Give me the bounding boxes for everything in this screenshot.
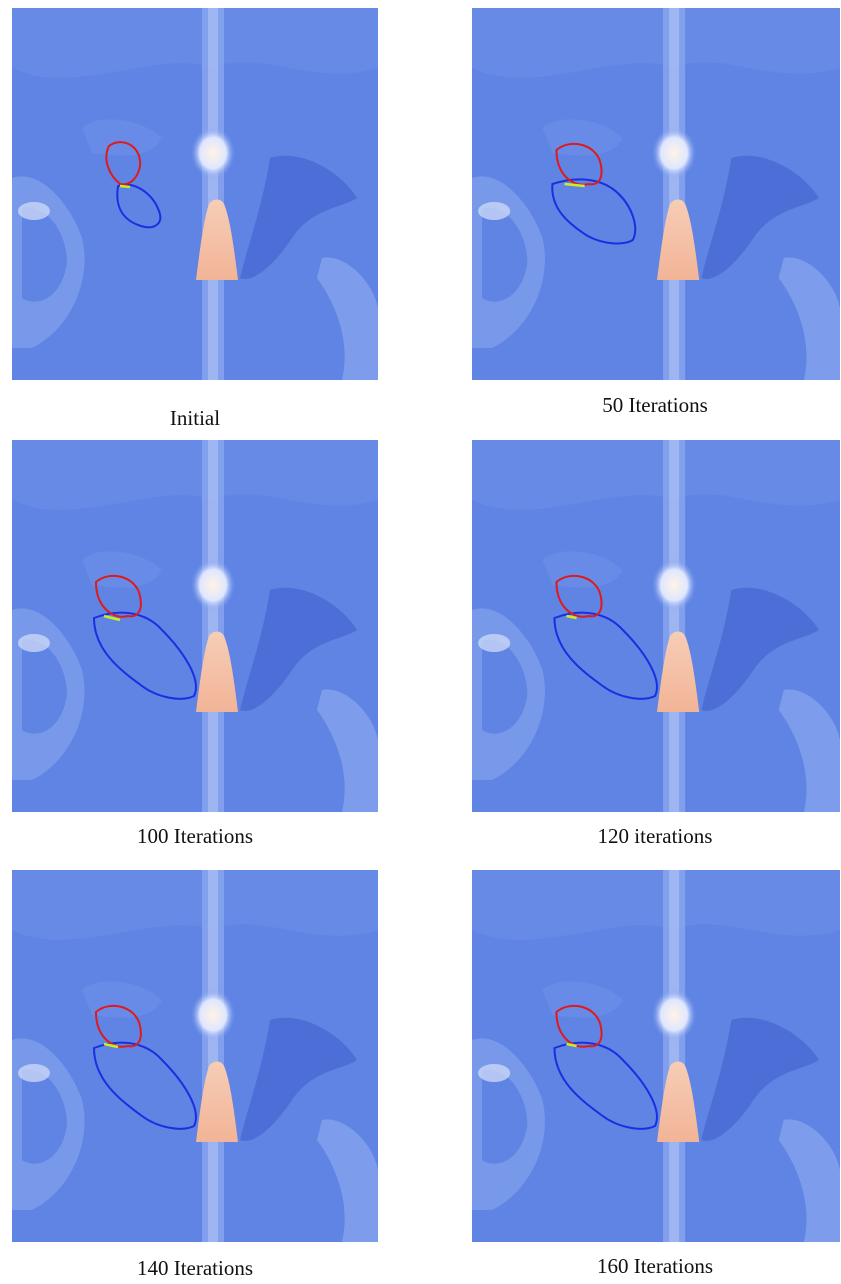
mri-image xyxy=(472,440,840,812)
caption: 160 Iterations xyxy=(472,1254,838,1279)
mri-panel xyxy=(472,870,840,1242)
mri-panel xyxy=(12,440,378,812)
boundary-contour xyxy=(120,186,130,187)
mri-panel xyxy=(472,440,840,812)
mri-image xyxy=(472,8,840,380)
mri-image xyxy=(472,870,840,1242)
caption: 100 Iterations xyxy=(12,824,378,849)
mri-panel xyxy=(472,8,840,380)
caption: 140 Iterations xyxy=(12,1256,378,1281)
mri-panel xyxy=(12,870,378,1242)
caption: 120 iterations xyxy=(472,824,838,849)
mri-image xyxy=(12,8,378,380)
mri-image xyxy=(12,440,378,812)
caption: 50 Iterations xyxy=(472,393,838,418)
caption: Initial xyxy=(12,406,378,431)
mri-panel xyxy=(12,8,378,380)
mri-image xyxy=(12,870,378,1242)
figure: Initial 50 Iterations 100 Iterations 120… xyxy=(0,0,841,1284)
